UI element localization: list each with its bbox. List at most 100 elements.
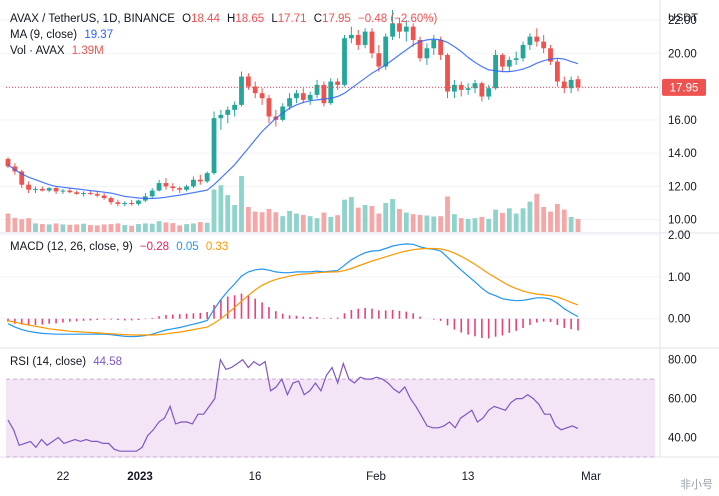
volume-bar bbox=[486, 218, 492, 232]
volume-bar bbox=[513, 213, 519, 232]
volume-bar bbox=[328, 216, 334, 232]
volume-bar bbox=[520, 208, 526, 232]
candle-body bbox=[410, 26, 416, 40]
candle-body bbox=[369, 31, 375, 54]
candle-body bbox=[184, 186, 189, 190]
volume-bar bbox=[561, 209, 567, 232]
rsi-legend[interactable]: RSI (14, close) 44.58 bbox=[10, 355, 126, 369]
macd-label: MACD (12, 26, close, 9) bbox=[10, 241, 133, 253]
candle-body bbox=[362, 31, 368, 45]
candle-body bbox=[520, 44, 526, 59]
candle-body bbox=[561, 81, 567, 89]
ma-legend[interactable]: MA (9, close) 19.37 bbox=[10, 28, 117, 42]
volume-bar bbox=[424, 215, 430, 232]
volume-value: 1.39M bbox=[71, 45, 104, 57]
candle-body bbox=[170, 186, 176, 189]
candle-body bbox=[115, 202, 121, 204]
volume-bar bbox=[431, 216, 437, 232]
volume-bar bbox=[156, 221, 162, 232]
volume-bar bbox=[129, 225, 135, 232]
candle-body bbox=[472, 83, 478, 89]
candle-body bbox=[541, 41, 547, 49]
x-tick-16: 16 bbox=[249, 471, 262, 483]
volume-bar bbox=[321, 212, 327, 232]
volume-bar bbox=[397, 208, 402, 232]
volume-bar bbox=[273, 212, 279, 232]
candle-body bbox=[527, 36, 533, 45]
low-value: 17.71 bbox=[277, 13, 307, 25]
candle-body bbox=[438, 39, 444, 55]
volume-bar bbox=[74, 224, 80, 232]
candle-body bbox=[204, 173, 210, 182]
candle-body bbox=[88, 193, 93, 195]
volume-bar bbox=[280, 216, 286, 232]
rsi-value: 44.58 bbox=[93, 356, 123, 368]
candle-body bbox=[26, 184, 32, 190]
symbol-title[interactable]: AVAX / TetherUS, 1D, BINANCE bbox=[10, 13, 175, 25]
ma-label: MA (9, close) bbox=[10, 29, 78, 41]
volume-bar bbox=[383, 203, 389, 232]
candle-body bbox=[500, 54, 505, 67]
rsi-line bbox=[7, 357, 579, 452]
ohlc-legend: AVAX / TetherUS, 1D, BINANCE O18.44 H18.… bbox=[10, 12, 441, 26]
candle-body bbox=[12, 166, 18, 172]
candle-body bbox=[60, 190, 66, 192]
volume-bar bbox=[19, 219, 25, 232]
volume-bar bbox=[500, 212, 505, 232]
volume-bar bbox=[445, 196, 450, 232]
volume-legend[interactable]: Vol · AVAX 1.39M bbox=[10, 44, 108, 58]
volume-bar bbox=[122, 225, 128, 232]
macd-legend[interactable]: MACD (12, 26, close, 9) −0.28 0.05 0.33 bbox=[10, 240, 232, 254]
low-label: L bbox=[271, 13, 278, 25]
candle-body bbox=[266, 98, 272, 117]
x-tick-22: 22 bbox=[57, 471, 70, 483]
volume-bar bbox=[287, 210, 292, 232]
volume-bar bbox=[294, 213, 299, 232]
candle-body bbox=[101, 195, 107, 199]
volume-bar bbox=[348, 197, 354, 232]
candle-body bbox=[163, 183, 169, 187]
currency-label: USDT bbox=[668, 12, 698, 24]
candle-body bbox=[575, 79, 581, 88]
candle-body bbox=[314, 84, 320, 95]
candle-body bbox=[294, 93, 299, 99]
macd-signal-value: 0.33 bbox=[205, 241, 229, 253]
volume-bar bbox=[46, 224, 52, 232]
candle-body bbox=[53, 188, 59, 192]
volume-bar bbox=[410, 214, 416, 232]
candle-body bbox=[74, 192, 80, 194]
volume-bar bbox=[362, 204, 368, 232]
volume-bar bbox=[335, 215, 341, 232]
candle-body bbox=[383, 36, 389, 67]
watermark-text: 非小号 bbox=[680, 479, 713, 491]
candle-body bbox=[465, 88, 471, 90]
macd-histogram bbox=[7, 293, 579, 339]
candle-body bbox=[431, 39, 437, 49]
volume-bar bbox=[60, 224, 66, 232]
candle-body bbox=[445, 54, 450, 92]
candle-body bbox=[211, 118, 217, 174]
close-value: 17.95 bbox=[322, 13, 351, 25]
volume-bar bbox=[204, 222, 210, 232]
candle-body bbox=[259, 93, 265, 99]
candle-body bbox=[136, 200, 141, 204]
volume-bar bbox=[534, 193, 540, 232]
candles bbox=[5, 9, 581, 207]
macd-tick-label: 0.00 bbox=[668, 314, 690, 326]
candle-body bbox=[355, 34, 361, 45]
x-tick-feb: Feb bbox=[366, 471, 386, 483]
candle-body bbox=[307, 94, 313, 100]
candle-body bbox=[197, 179, 203, 182]
volume-bars bbox=[5, 176, 581, 232]
candle-body bbox=[568, 79, 574, 89]
candle-body bbox=[506, 59, 512, 67]
candle-body bbox=[191, 179, 196, 187]
x-tick-2023: 2023 bbox=[127, 471, 153, 483]
last-price-tag-text: 17.95 bbox=[670, 82, 699, 94]
volume-bar bbox=[39, 224, 45, 232]
volume-bar bbox=[81, 223, 86, 232]
volume-bar bbox=[136, 224, 141, 232]
last-price-tag[interactable] bbox=[662, 78, 706, 96]
candle-body bbox=[218, 114, 224, 119]
